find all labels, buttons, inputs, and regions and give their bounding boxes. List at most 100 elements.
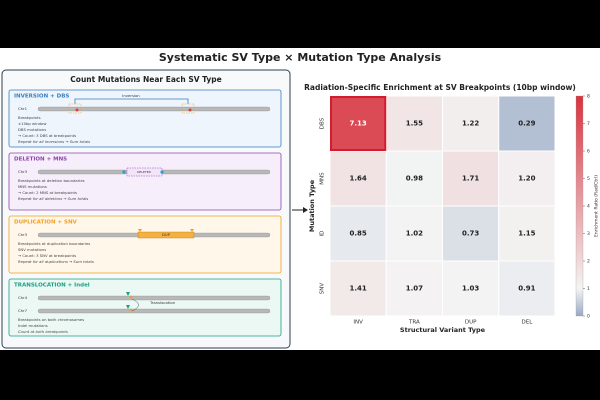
chromosome — [37, 295, 271, 301]
cell-label: 1.22 — [462, 120, 479, 128]
mutation — [75, 108, 79, 112]
mutation — [190, 229, 194, 232]
colorbar — [575, 95, 584, 317]
highlight-border — [330, 96, 387, 151]
heatmap-cell — [498, 260, 556, 317]
chromosome-label: Chr3 — [18, 169, 28, 174]
heatmap-cell — [329, 150, 387, 207]
panel-title: DUPLICATION + SNV — [14, 220, 78, 226]
panel-note: Breakpoints — [18, 115, 41, 120]
sv-label: DELETED — [137, 170, 152, 174]
cell-label: 0.29 — [518, 120, 535, 128]
cell-label: 1.64 — [349, 175, 366, 183]
window — [181, 103, 195, 114]
colorbar-tick-label: 4 — [587, 204, 590, 210]
colorbar-label: Enrichment Ratio (Rad/Ctrl) — [594, 175, 600, 237]
heatmap-cell — [385, 95, 443, 152]
y-tick-label: ID — [320, 231, 326, 237]
panel-note: → Count: 2 MNS at breakpoints — [18, 190, 77, 195]
colorbar-tick-label: 2 — [587, 259, 590, 265]
mutation — [188, 108, 192, 112]
colorbar-tick-label: 7 — [587, 121, 590, 127]
heatmap-cell — [385, 150, 443, 207]
heatmap-cell — [329, 95, 387, 152]
cell-label: 1.55 — [406, 120, 423, 128]
panel-note: Count at both breakpoints — [18, 329, 68, 334]
chromosome-label: Chr3 — [18, 232, 28, 237]
chromosome — [37, 106, 271, 112]
cell-label: 1.02 — [406, 230, 423, 238]
chromosome — [37, 308, 271, 314]
mutation — [129, 295, 133, 299]
cell-label: 0.91 — [518, 285, 535, 293]
sv-label: Inversion — [122, 93, 140, 98]
cell-label: 1.20 — [518, 175, 535, 183]
connector-arrow — [292, 207, 308, 213]
panel-note: Repeat for all inversions → Sum totals — [18, 139, 90, 144]
breakpoint — [126, 292, 130, 296]
panel-title: DELETION + MNS — [14, 157, 67, 163]
panel-note: Breakpoints at deletion boundaries — [18, 178, 85, 183]
panel-note: Indel mutations — [18, 323, 48, 328]
window — [68, 103, 82, 114]
translocation-arrow — [131, 298, 139, 312]
panel — [8, 278, 282, 337]
x-tick-label: DEL — [521, 320, 533, 326]
sv-label: DUP — [162, 232, 171, 237]
panel-note: ±10bp window — [18, 121, 46, 126]
panel-note: Repeat for all duplications → Sum totals — [18, 259, 94, 264]
inversion-arrow — [74, 98, 189, 104]
sv-label: Translocation — [149, 300, 176, 305]
panel-note: Repeat for all deletions → Sum totals — [18, 196, 88, 201]
panel-note: DBS mutations — [18, 127, 46, 132]
mutation — [160, 170, 164, 174]
panel-note: → Count: 3 DBS at breakpoints — [18, 133, 76, 138]
dup-region — [137, 231, 195, 239]
panel-note: Breakpoints on both chromosomes — [18, 317, 84, 322]
colorbar-tick-label: 6 — [587, 149, 590, 155]
panel-note: MNS mutations — [18, 184, 47, 189]
panel — [8, 215, 282, 274]
panel-note: Breakpoints at duplication boundaries — [18, 241, 90, 246]
cell-label: 1.07 — [406, 285, 423, 293]
y-axis-label: Mutation Type — [308, 179, 316, 232]
colorbar-tick-label: 0 — [587, 314, 590, 320]
cell-label: 1.41 — [349, 285, 366, 293]
colorbar-tick-label: 8 — [587, 94, 590, 100]
mutation — [122, 170, 126, 174]
heatmap-cell — [442, 260, 500, 317]
cell-label: 0.85 — [349, 230, 366, 238]
cell-label: 1.71 — [462, 175, 479, 183]
panel-title: INVERSION + DBS — [14, 94, 69, 100]
heatmap-cell — [329, 205, 387, 262]
chromosome-label: Chr1 — [18, 106, 28, 111]
figure-title: Systematic SV Type × Mutation Type Analy… — [159, 51, 442, 64]
x-tick-label: TRA — [408, 320, 420, 326]
heatmap-cell — [498, 95, 556, 152]
chromosome-label: Chr4 — [18, 295, 28, 300]
panel-note: → Count: 3 SNV at breakpoints — [18, 253, 76, 258]
panel-title: TRANSLOCATION + Indel — [14, 283, 90, 289]
heatmap-cell — [385, 205, 443, 262]
y-tick-label: DBS — [320, 117, 326, 129]
x-tick-label: INV — [353, 320, 363, 326]
y-tick-label: SNV — [320, 283, 326, 295]
cell-label: 1.03 — [462, 285, 479, 293]
colorbar-tick-label: 5 — [587, 176, 590, 182]
cell-label: 7.13 — [349, 120, 366, 128]
cell-label: 0.98 — [406, 175, 423, 183]
mutation — [129, 308, 133, 312]
breakpoint — [126, 305, 130, 309]
diagram-title: Count Mutations Near Each SV Type — [70, 75, 221, 84]
heatmap-cell — [385, 260, 443, 317]
colorbar-tick-label: 1 — [587, 286, 590, 292]
panel-note: SNV mutations — [18, 247, 46, 252]
panel — [8, 152, 282, 211]
colorbar-tick-label: 3 — [587, 231, 590, 237]
cell-label: 0.73 — [462, 230, 479, 238]
y-tick-label: MNS — [320, 172, 326, 185]
x-axis-label: Structural Variant Type — [400, 326, 486, 334]
chromosome-label: Chr7 — [18, 308, 28, 313]
chart-title: Radiation-Specific Enrichment at SV Brea… — [304, 83, 576, 92]
